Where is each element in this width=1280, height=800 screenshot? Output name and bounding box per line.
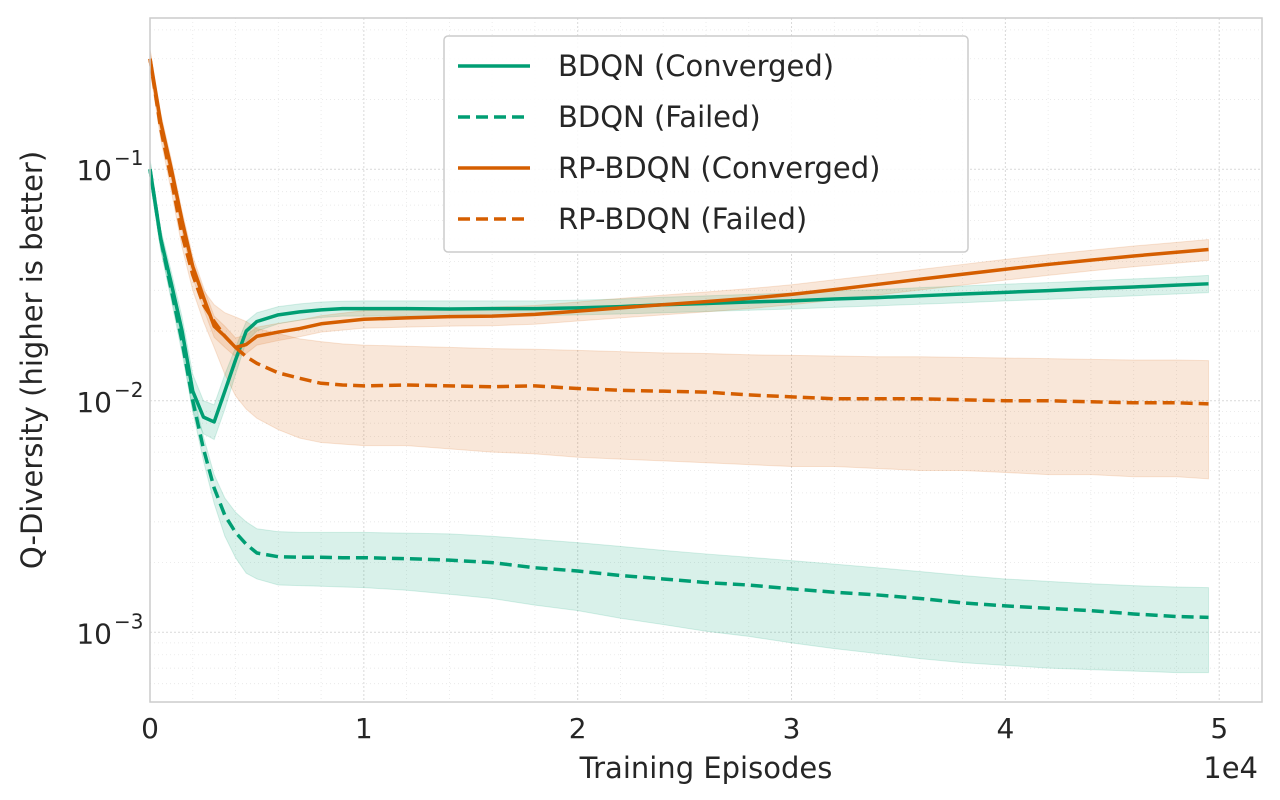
x-tick-label: 5 [1210, 712, 1228, 745]
y-tick-label: 10 [76, 386, 112, 419]
plot-frame [149, 17, 1263, 703]
x-tick-label: 1 [355, 712, 373, 745]
x-axis-offset-label: 1e4 [1203, 751, 1258, 785]
legend: BDQN (Converged) BDQN (Failed) RP-BDQN (Co… [443, 35, 969, 253]
x-tick-label: 0 [141, 712, 159, 745]
series-line [148, 58, 1209, 406]
y-tick-exponent: −1 [114, 146, 143, 170]
legend-label: RP-BDQN (Failed) [558, 202, 807, 236]
y-tick-exponent: −3 [114, 609, 143, 633]
confidence-band [149, 159, 1210, 674]
y-axis-label: Q-Diversity (higher is better) [15, 151, 49, 569]
legend-entries: BDQN (Converged) BDQN (Failed) RP-BDQN (Co… [458, 49, 880, 236]
series-line [148, 168, 1209, 424]
legend-label: BDQN (Failed) [558, 100, 761, 134]
confidence-band [149, 159, 1210, 441]
x-tick-label: 3 [783, 712, 801, 745]
x-tick-labels: 0 1 2 3 4 5 [141, 712, 1228, 745]
y-tick-label: 10 [76, 617, 112, 650]
x-tick-label: 2 [569, 712, 587, 745]
legend-box [443, 35, 969, 253]
x-tick-label: 4 [996, 712, 1014, 745]
confidence-band [149, 49, 1210, 480]
x-axis-label: Training Episodes [579, 751, 833, 785]
band-layer [149, 49, 1210, 674]
line-layer [148, 58, 1209, 620]
y-tick-label: 10 [76, 154, 112, 187]
series-line [148, 168, 1209, 620]
y-tick-exponent: −2 [114, 378, 143, 402]
legend-label: RP-BDQN (Converged) [558, 151, 880, 185]
y-tick-labels: 10−310−210−1 [76, 146, 143, 650]
legend-label: BDQN (Converged) [558, 49, 834, 83]
confidence-band [149, 49, 1210, 358]
